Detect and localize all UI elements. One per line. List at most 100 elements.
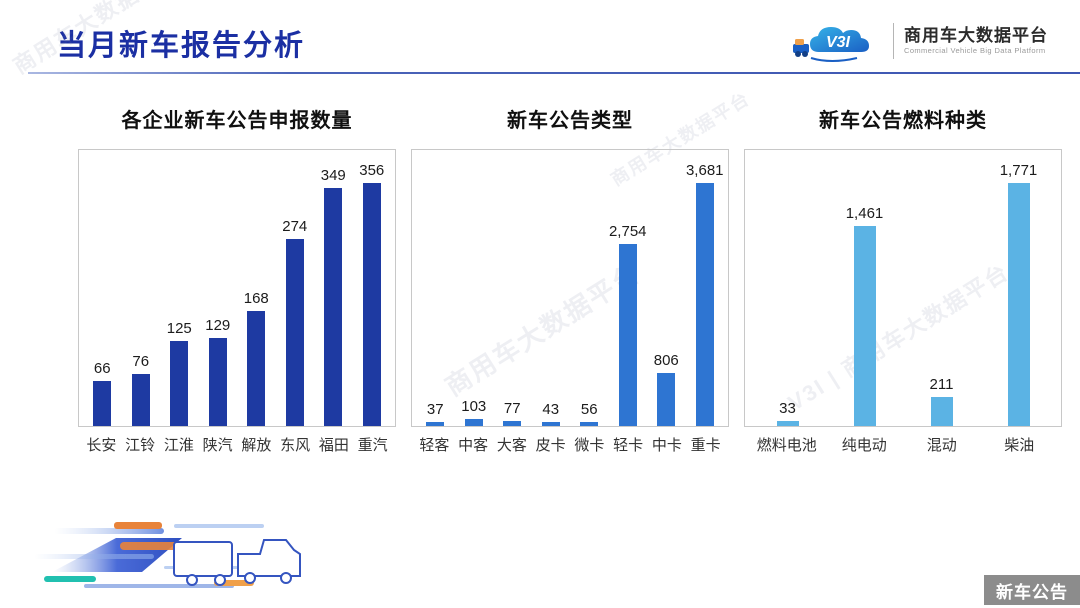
category-label: 福田 (318, 437, 349, 454)
plot-area: 66 76 125 129 168 274 349 356 (78, 149, 396, 427)
category-label: 纯电动 (841, 437, 887, 454)
chart-fuel-types: 新车公告燃料种类 33 1,461 211 1,771 燃料电池 纯电动 混动 柴油 (744, 104, 1062, 455)
bar (324, 188, 343, 426)
bar (285, 239, 304, 426)
bar-column: 211 (903, 376, 980, 426)
bar-value-label: 806 (653, 352, 679, 369)
bar (853, 226, 876, 426)
bar-value-label: 1,461 (845, 205, 884, 222)
bar (1007, 183, 1030, 426)
category-label: 中卡 (651, 437, 682, 454)
bar-column: 2,754 (609, 223, 648, 426)
bar (776, 421, 799, 426)
bar-value-label: 274 (282, 218, 308, 235)
category-label: 柴油 (1004, 437, 1035, 454)
brand-divider (893, 23, 894, 59)
plot-area: 33 1,461 211 1,771 (744, 149, 1062, 427)
brand-logo: V3I 商用车大数据平台 Commercial Vehicle Big Data… (791, 18, 1048, 64)
brand-name-en: Commercial Vehicle Big Data Platform (904, 46, 1046, 56)
category-label: 燃料电池 (756, 437, 817, 454)
category-axis: 轻客 中客 大客 皮卡 微卡 轻卡 中卡 重卡 (411, 434, 729, 455)
bar (93, 381, 112, 426)
bar-column: 168 (237, 290, 276, 426)
page-title: 当月新车报告分析 (57, 30, 306, 62)
bar (618, 244, 637, 426)
bar (426, 422, 445, 426)
category-label: 江淮 (163, 437, 194, 454)
bar-value-label: 76 (132, 353, 150, 370)
bar-column: 356 (353, 162, 392, 426)
bar-value-label: 2,754 (608, 223, 647, 240)
chart-title: 各企业新车公告申报数量 (121, 110, 353, 132)
bar-value-label: 129 (205, 317, 231, 334)
bar-column: 43 (532, 401, 571, 426)
bar (170, 341, 189, 426)
bar-value-label: 125 (166, 320, 192, 337)
header-rule (28, 72, 1080, 74)
bar-column: 66 (83, 360, 122, 426)
chart-title: 新车公告燃料种类 (819, 110, 987, 132)
bar-value-label: 349 (320, 167, 346, 184)
bar-value-label: 66 (93, 360, 111, 377)
category-label: 微卡 (574, 437, 605, 454)
bar-value-label: 33 (779, 400, 796, 417)
bar (657, 373, 676, 426)
header: 当月新车报告分析 V3I (0, 0, 1080, 74)
bar-value-label: 356 (359, 162, 385, 179)
category-label: 中客 (458, 437, 489, 454)
bar-value-label: 37 (426, 401, 444, 418)
category-label: 重卡 (690, 437, 721, 454)
bar-value-label: 211 (929, 376, 954, 393)
category-label: 江铃 (125, 437, 156, 454)
bar-column: 806 (647, 352, 686, 426)
bar-column: 103 (455, 398, 494, 426)
brand-name-cn: 商用车大数据平台 (904, 25, 1048, 45)
bar-value-label: 103 (461, 398, 487, 415)
category-label: 混动 (926, 437, 957, 454)
bar (464, 419, 483, 426)
bar (362, 183, 381, 426)
bar (208, 338, 227, 426)
plot-area: 37 103 77 43 56 2,754 806 3,681 (411, 149, 729, 427)
bar-value-label: 1,771 (999, 162, 1038, 179)
bar (247, 311, 266, 426)
category-label: 解放 (241, 437, 272, 454)
bar-value-label: 168 (243, 290, 269, 307)
bar-column: 76 (122, 353, 161, 426)
bar (580, 422, 599, 426)
bar-column: 129 (199, 317, 238, 426)
bar-column: 3,681 (686, 162, 725, 426)
bar-value-label: 43 (542, 401, 560, 418)
bar (695, 183, 714, 426)
bar-column: 349 (314, 167, 353, 426)
chart-title: 新车公告类型 (507, 110, 633, 132)
bar (930, 397, 953, 426)
section-badge: 新车公告 (984, 575, 1080, 605)
charts-row: 各企业新车公告申报数量 66 76 125 129 168 274 349 356 长安 江铃江… (78, 104, 1062, 455)
bar-value-label: 77 (503, 400, 521, 417)
bar-column: 77 (493, 400, 532, 426)
bar (131, 374, 150, 426)
category-label: 陕汽 (202, 437, 233, 454)
bar-column: 1,771 (980, 162, 1057, 426)
bar-value-label: 3,681 (685, 162, 724, 179)
trucks-illustration (34, 522, 301, 588)
category-label: 轻卡 (613, 437, 644, 454)
category-label: 重汽 (357, 437, 388, 454)
svg-text:V3I: V3I (826, 34, 851, 51)
category-axis: 长安 江铃 江淮 陕汽 解放 东风 福田 重汽 (78, 434, 396, 455)
chart-company-declarations: 各企业新车公告申报数量 66 76 125 129 168 274 349 356 长安 江铃江… (78, 104, 396, 455)
brand-text: 商用车大数据平台 Commercial Vehicle Big Data Pla… (904, 26, 1048, 56)
bar-column: 56 (570, 401, 609, 426)
bar-column: 33 (749, 400, 826, 426)
bar (541, 422, 560, 426)
chart-announcement-types: 新车公告类型 37 103 77 43 56 2,754 806 3,681 轻客 中客 大客 皮卡… (411, 104, 729, 455)
category-label: 皮卡 (535, 437, 566, 454)
bar-column: 274 (276, 218, 315, 426)
category-label: 东风 (280, 437, 311, 454)
bar-column: 1,461 (826, 205, 903, 426)
cloud-logo-icon: V3I (793, 27, 869, 62)
category-axis: 燃料电池 纯电动 混动 柴油 (744, 434, 1062, 455)
category-label: 大客 (496, 437, 527, 454)
